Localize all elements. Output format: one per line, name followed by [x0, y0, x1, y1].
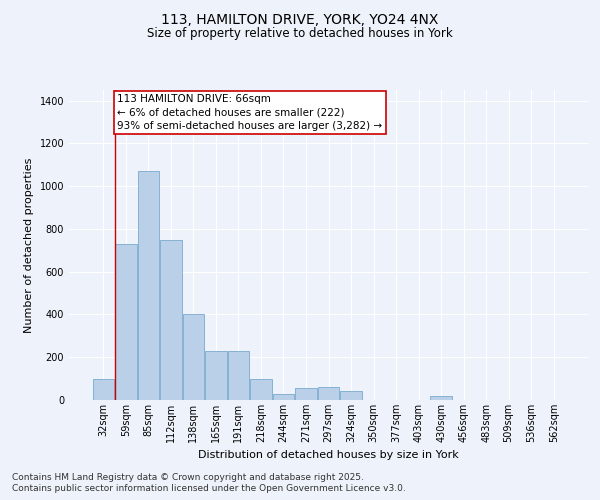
Bar — [295, 388, 317, 400]
Text: 113, HAMILTON DRIVE, YORK, YO24 4NX: 113, HAMILTON DRIVE, YORK, YO24 4NX — [161, 12, 439, 26]
Text: Contains HM Land Registry data © Crown copyright and database right 2025.: Contains HM Land Registry data © Crown c… — [12, 472, 364, 482]
Text: Size of property relative to detached houses in York: Size of property relative to detached ho… — [147, 28, 453, 40]
Bar — [340, 392, 362, 400]
Bar — [160, 240, 182, 400]
Text: 113 HAMILTON DRIVE: 66sqm
← 6% of detached houses are smaller (222)
93% of semi-: 113 HAMILTON DRIVE: 66sqm ← 6% of detach… — [118, 94, 382, 130]
Bar — [92, 378, 114, 400]
X-axis label: Distribution of detached houses by size in York: Distribution of detached houses by size … — [198, 450, 459, 460]
Bar — [228, 351, 249, 400]
Bar — [205, 351, 227, 400]
Y-axis label: Number of detached properties: Number of detached properties — [24, 158, 34, 332]
Bar — [137, 171, 159, 400]
Text: Contains public sector information licensed under the Open Government Licence v3: Contains public sector information licen… — [12, 484, 406, 493]
Bar — [115, 244, 137, 400]
Bar — [318, 387, 339, 400]
Bar — [250, 378, 272, 400]
Bar — [273, 394, 294, 400]
Bar — [430, 396, 452, 400]
Bar — [182, 314, 204, 400]
